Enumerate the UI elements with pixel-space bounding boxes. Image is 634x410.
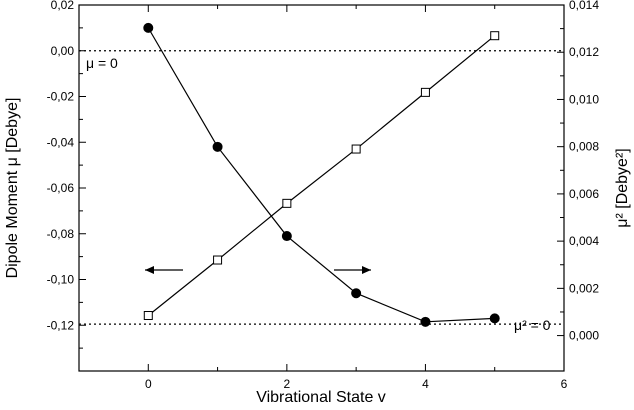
y-left-tick-label: -0,02 xyxy=(47,90,75,104)
series-0-line xyxy=(147,27,495,323)
data-point-mu-squared xyxy=(213,255,223,265)
axis-ticks xyxy=(78,4,565,372)
x-tick-label: 0 xyxy=(145,377,152,391)
data-point-mu-squared xyxy=(490,31,500,41)
mu-squared-zero-annotation: μ² = 0 xyxy=(514,317,551,333)
right-axis-arrow-head xyxy=(362,266,371,274)
left-axis-arrow-head xyxy=(145,266,154,274)
data-point-mu-squared xyxy=(420,87,430,97)
series-lines xyxy=(147,27,496,323)
y-right-tick-label: 0,012 xyxy=(569,45,599,59)
y-right-tick-label: 0,000 xyxy=(569,329,599,343)
y-left-tick-label: 0,00 xyxy=(51,44,75,58)
x-tick-label: 4 xyxy=(422,377,429,391)
data-point-mu xyxy=(143,22,154,33)
data-point-mu-squared xyxy=(143,311,153,321)
mu-zero-annotation: μ = 0 xyxy=(86,55,118,71)
data-point-mu xyxy=(281,231,292,242)
y-right-tick-label: 0,004 xyxy=(569,234,599,248)
series-markers xyxy=(143,22,500,327)
y-right-tick-label: 0,008 xyxy=(569,140,599,154)
y-axis-left-label: Dipole Moment μ [Debye] xyxy=(4,98,21,279)
data-point-mu-squared xyxy=(282,198,292,208)
reference-lines xyxy=(79,50,564,325)
data-point-mu xyxy=(212,141,223,152)
data-point-mu xyxy=(489,313,500,324)
y-right-tick-label: 0,006 xyxy=(569,187,599,201)
x-tick-label: 6 xyxy=(561,377,568,391)
x-tick-label: 2 xyxy=(284,377,291,391)
y-axis-right-label: μ² [Debye²] xyxy=(614,148,631,227)
y-left-tick-label: -0,04 xyxy=(47,135,75,149)
axis-arrows xyxy=(145,266,371,274)
y-left-tick-label: -0,08 xyxy=(47,227,75,241)
data-point-mu xyxy=(420,316,431,327)
data-point-mu-squared xyxy=(351,144,361,154)
y-left-tick-label: -0,10 xyxy=(47,273,75,287)
y-right-tick-label: 0,014 xyxy=(569,0,599,12)
y-left-tick-label: -0,12 xyxy=(47,318,75,332)
y-left-tick-label: 0,02 xyxy=(51,0,75,12)
y-right-tick-label: 0,002 xyxy=(569,281,599,295)
series-1-line xyxy=(147,35,496,316)
y-left-tick-label: -0,06 xyxy=(47,181,75,195)
data-point-mu xyxy=(351,288,362,299)
y-right-tick-label: 0,010 xyxy=(569,92,599,106)
tick-labels: 0 2 4 6 0,02 0,00 -0,02 -0,04 -0,06 -0,08 -0,10 -0,… xyxy=(47,0,600,391)
x-axis-label: Vibrational State v xyxy=(256,389,386,406)
